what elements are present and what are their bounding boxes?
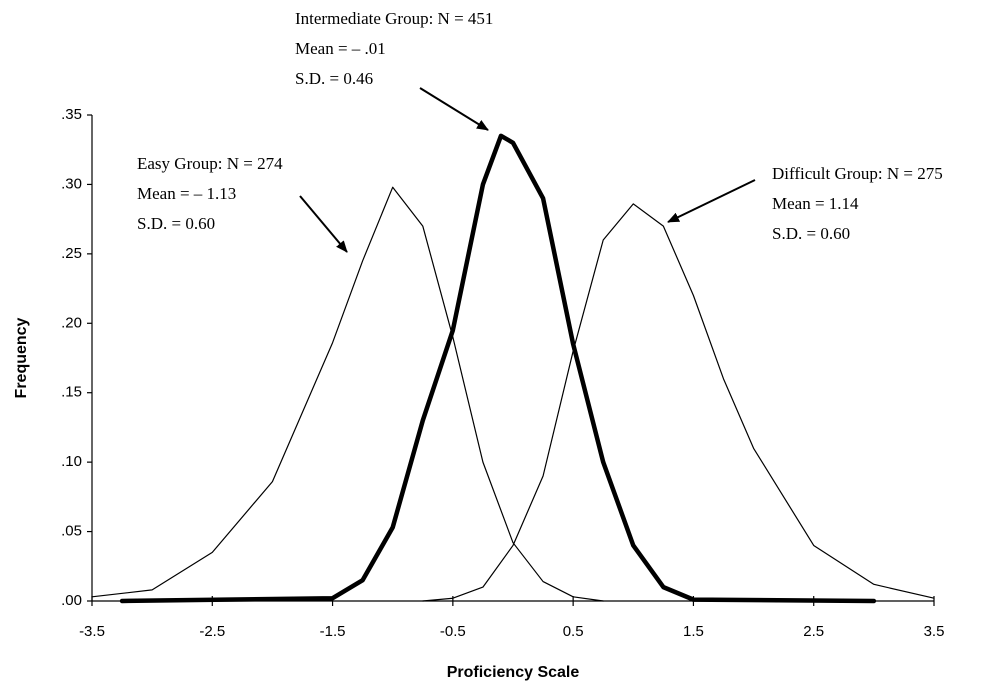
- x-axis-title: Proficiency Scale: [447, 664, 580, 681]
- annotation: Easy Group: N = 274: [137, 154, 283, 173]
- annotation: S.D. = 0.60: [772, 224, 850, 243]
- y-tick-label: .15: [61, 384, 82, 401]
- y-tick-label: .10: [61, 453, 82, 470]
- x-tick-label: 1.5: [683, 623, 704, 640]
- y-tick-label: .20: [61, 314, 82, 331]
- y-tick-label: .35: [61, 106, 82, 123]
- x-tick-label: -3.5: [79, 623, 105, 640]
- x-tick-label: 0.5: [563, 623, 584, 640]
- x-tick-label: 3.5: [924, 623, 945, 640]
- annotation: S.D. = 0.46: [295, 69, 373, 88]
- y-tick-label: .05: [61, 523, 82, 540]
- annotation: S.D. = 0.60: [137, 214, 215, 233]
- annotation: Mean = 1.14: [772, 194, 859, 213]
- x-tick-label: -1.5: [320, 623, 346, 640]
- arrow: [667, 179, 756, 223]
- x-tick-label: -0.5: [440, 623, 466, 640]
- y-axis-title: Frequency: [13, 317, 30, 398]
- x-tick-label: 2.5: [803, 623, 824, 640]
- annotation: Difficult Group: N = 275: [772, 164, 943, 183]
- annotation: Mean = – 1.13: [137, 184, 236, 203]
- annotation: Mean = – .01: [295, 39, 386, 58]
- y-tick-label: .30: [61, 175, 82, 192]
- annotation: Intermediate Group: N = 451: [295, 9, 493, 28]
- x-tick-label: -2.5: [199, 623, 225, 640]
- line: [91, 186, 604, 602]
- arrow: [299, 195, 348, 253]
- arrow: [419, 87, 489, 131]
- line: [119, 133, 877, 604]
- line: [422, 203, 935, 602]
- y-tick-label: .00: [61, 592, 82, 609]
- y-tick-label: .25: [61, 245, 82, 262]
